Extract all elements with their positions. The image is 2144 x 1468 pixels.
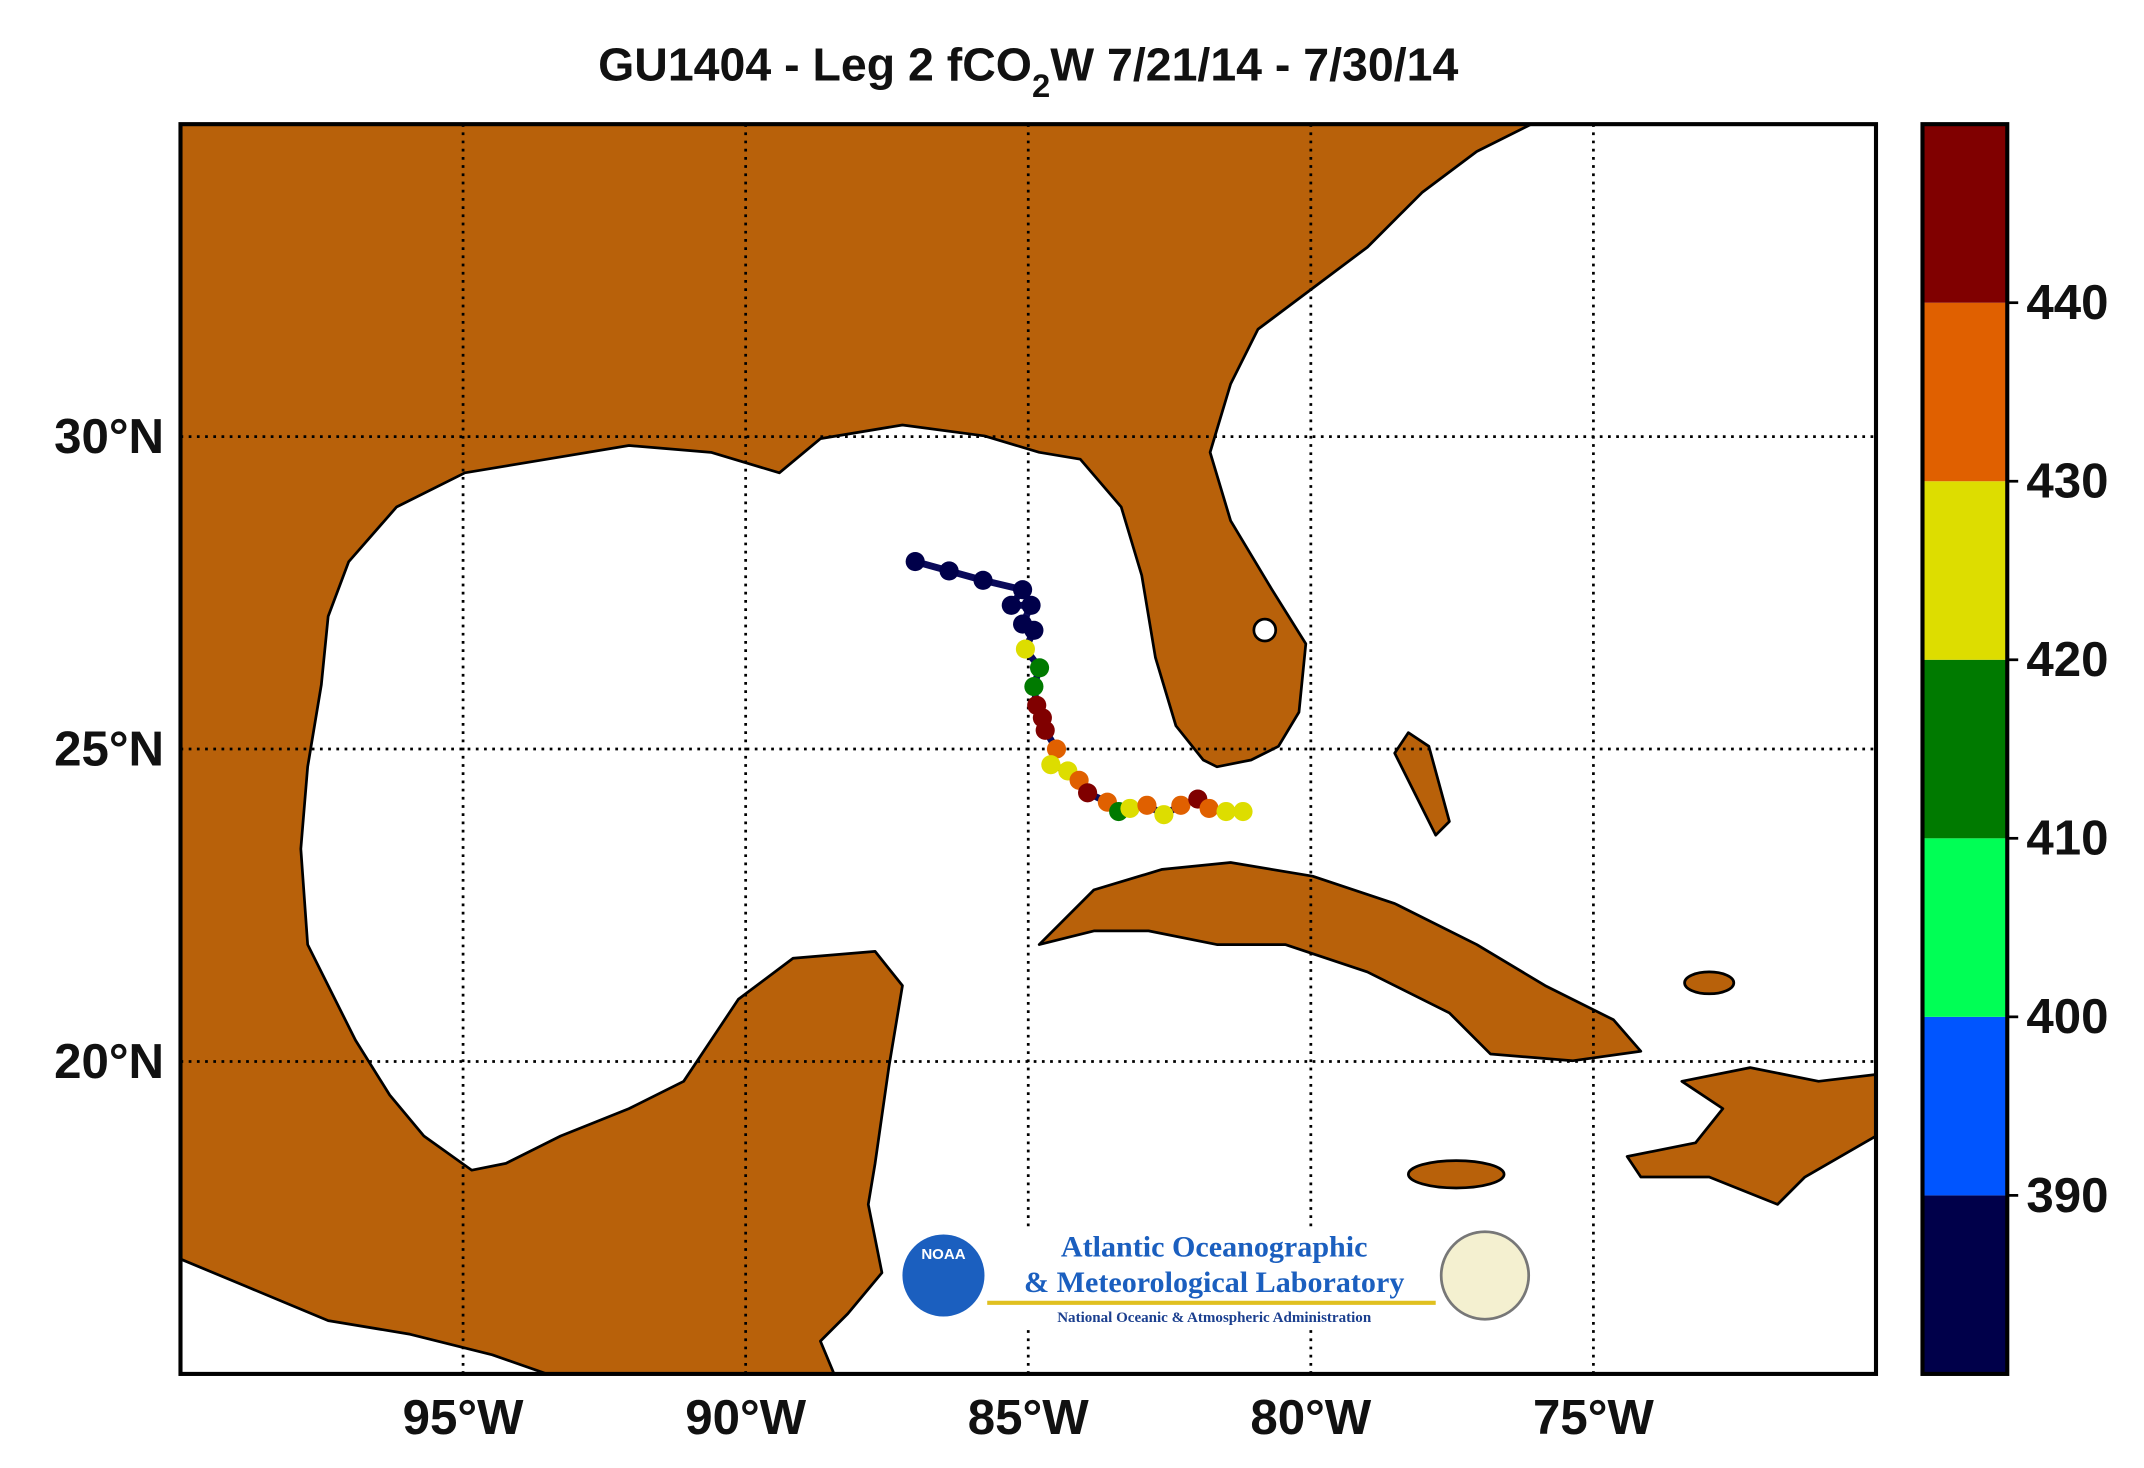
colorbar-bin <box>1922 1016 2008 1196</box>
logo-line2: & Meteorological Laboratory <box>1024 1265 1404 1299</box>
colorbar-bin <box>1922 659 2008 839</box>
lake <box>1252 617 1278 643</box>
y-tick-label: 25°N <box>54 721 164 776</box>
track-point <box>1035 720 1055 740</box>
track-point <box>1046 739 1067 759</box>
logo-line3: National Oceanic & Atmospheric Administr… <box>1057 1310 1372 1326</box>
logo-line1: Atlantic Oceanographic <box>1061 1229 1368 1263</box>
logo: NOAA Atlantic Oceanographic & Meteorolog… <box>891 1228 1535 1328</box>
noaa-emblem <box>902 1234 985 1317</box>
title-subscript: 2 <box>1032 67 1050 104</box>
track-point <box>973 570 993 590</box>
colorbar-bin <box>1922 481 2008 660</box>
colorbar-frame <box>1920 122 2010 1376</box>
track-point <box>1001 595 1021 615</box>
colorbar-tick-label: 390 <box>2026 1168 2108 1223</box>
grid <box>180 124 1876 1374</box>
x-tick-label: 85°W <box>968 1390 1089 1445</box>
aoml-emblem <box>1439 1230 1531 1321</box>
track-point <box>1199 798 1219 818</box>
ocean <box>299 124 1876 1374</box>
track-point <box>1024 620 1044 640</box>
noaa-badge: NOAA <box>921 1246 965 1263</box>
track-point <box>1024 676 1044 697</box>
colorbar-tick-label: 430 <box>2026 454 2108 509</box>
pacific <box>180 1257 549 1374</box>
map-frame <box>178 122 1879 1376</box>
title-part: GU1404 - Leg 2 fCO <box>598 38 1032 90</box>
track-point <box>939 561 959 581</box>
island <box>1683 970 1736 996</box>
colorbar-tick-label: 400 <box>2026 989 2108 1044</box>
track-point <box>1233 801 1253 822</box>
logo-background <box>891 1228 1535 1328</box>
track-point <box>1015 639 1035 659</box>
track-point <box>1154 805 1174 825</box>
x-tick-label: 80°W <box>1250 1390 1371 1445</box>
colorbar: 390 400 410 420 430 440 <box>1920 122 2109 1376</box>
track-point <box>1078 783 1098 803</box>
hispaniola <box>1625 1066 1876 1206</box>
colorbar-bin <box>1922 302 2008 482</box>
track-point <box>1120 798 1140 818</box>
colorbar-bin <box>1922 124 2008 303</box>
map-area <box>180 124 1876 1374</box>
title-part: W 7/21/14 - 7/30/14 <box>1050 38 1458 90</box>
x-tick-label: 90°W <box>685 1390 806 1445</box>
colorbar-tick-label: 410 <box>2026 811 2108 866</box>
jamaica <box>1407 1159 1506 1190</box>
chart-title: GU1404 - Leg 2 fCO2W 7/21/14 - 7/30/14 <box>598 38 1458 103</box>
colorbar-tick-label: 420 <box>2026 632 2108 687</box>
track-point <box>1021 595 1041 615</box>
x-tick-label: 95°W <box>403 1390 524 1445</box>
colorbar-bin <box>1922 1195 2008 1374</box>
colorbar-tick-label: 440 <box>2026 275 2108 330</box>
track-point <box>1216 801 1236 822</box>
track <box>905 552 1253 825</box>
track-point <box>1041 755 1061 775</box>
x-tick-label: 75°W <box>1533 1390 1654 1445</box>
bahamas <box>1393 731 1451 837</box>
track-point <box>1171 795 1191 815</box>
track-point <box>1137 795 1157 815</box>
track-point <box>1013 580 1033 600</box>
axes: 95°W 90°W 85°W 80°W 75°W 20°N 25°N 30°N <box>54 409 1654 1445</box>
track-point <box>905 552 925 572</box>
y-tick-label: 20°N <box>54 1034 164 1089</box>
track-point <box>1029 658 1050 678</box>
y-tick-label: 30°N <box>54 409 164 464</box>
colorbar-bin <box>1922 838 2008 1017</box>
cuba <box>1037 861 1643 1063</box>
